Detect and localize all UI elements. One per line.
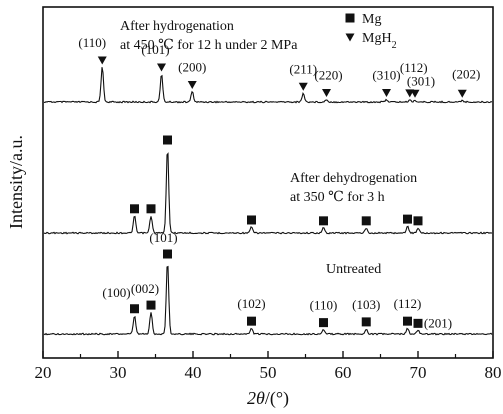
- mgh2-peak-marker: [382, 89, 391, 98]
- mg-peak-marker: [403, 316, 412, 326]
- mgh2-peak-marker: [457, 89, 467, 98]
- x-tick-label: 50: [260, 363, 277, 382]
- mg-peak-marker: [361, 317, 371, 327]
- mgh2-peak-marker: [322, 89, 331, 98]
- peak-label: (002): [131, 281, 159, 296]
- peak-label: (101): [141, 42, 169, 57]
- peak-label: (112): [400, 60, 428, 75]
- x-axis-label: 2θ/(°): [247, 388, 289, 409]
- mg-peak-marker: [319, 216, 328, 226]
- peak-label: (110): [310, 298, 338, 313]
- mg-peak-marker: [146, 300, 156, 310]
- peak-label: (100): [102, 285, 130, 300]
- trace-annotations: After hydrogenation at 450 ℃ for 12 h und…: [120, 19, 417, 277]
- mg-peak-marker: [163, 135, 172, 145]
- legend: Mg MgH2: [345, 12, 397, 51]
- peak-markers: [97, 56, 467, 328]
- peak-label: (103): [352, 297, 380, 312]
- xrd-trace: [43, 67, 493, 104]
- x-tick-label: 30: [110, 363, 127, 382]
- trace-annotation: After hydrogenation: [120, 19, 234, 34]
- x-tick-label: 80: [485, 363, 502, 382]
- peak-labels: (110) (101)(200) (211)(220) (310)(112)(301)…: [78, 35, 480, 330]
- peak-label: (200): [178, 60, 206, 75]
- mg-peak-marker: [361, 216, 371, 226]
- peak-label: (202): [452, 66, 480, 81]
- mg-peak-marker: [247, 316, 256, 326]
- legend-label-subscript: 2: [392, 40, 397, 51]
- x-axis-ticks: 20 30 40 50 60 70 80: [35, 351, 502, 382]
- peak-label: (220): [314, 68, 342, 83]
- peak-label: (310): [372, 68, 400, 83]
- legend-square-marker: [345, 13, 355, 23]
- legend-label: MgH2: [362, 31, 397, 51]
- mg-peak-marker: [130, 204, 139, 214]
- mg-peak-marker: [319, 318, 328, 328]
- x-tick-label: 70: [410, 363, 427, 382]
- x-axis-symbol: 2θ: [247, 388, 265, 408]
- mgh2-peak-marker: [187, 81, 197, 89]
- peak-label: (301): [407, 73, 435, 88]
- mg-peak-marker: [413, 318, 423, 328]
- mg-peak-marker: [413, 216, 423, 226]
- peak-label: (211): [289, 61, 317, 76]
- x-tick-label: 60: [335, 363, 352, 382]
- legend-label: Mg: [362, 12, 381, 27]
- trace-annotation: After dehydrogenation: [290, 171, 417, 186]
- legend-triangle-marker: [345, 33, 355, 42]
- mgh2-peak-marker: [97, 56, 107, 65]
- trace-annotation: at 350 ℃ for 3 h: [290, 190, 385, 205]
- x-tick-label: 40: [185, 363, 202, 382]
- mg-peak-marker: [146, 204, 156, 214]
- y-axis-label: Intensity/a.u.: [6, 135, 26, 229]
- xrd-trace: [43, 152, 493, 235]
- x-tick-label: 20: [35, 363, 52, 382]
- mg-peak-marker: [130, 304, 139, 314]
- peak-label: (101): [149, 230, 177, 245]
- xrd-traces: [43, 67, 493, 336]
- mgh2-peak-marker: [410, 89, 420, 98]
- peak-label: (112): [394, 296, 422, 311]
- xrd-trace: [43, 265, 493, 336]
- trace-annotation: at 450 ℃ for 12 h under 2 MPa: [120, 38, 298, 53]
- mgh2-peak-marker: [157, 63, 166, 72]
- peak-label: (102): [237, 296, 265, 311]
- mgh2-peak-marker: [298, 82, 308, 91]
- mg-peak-marker: [247, 215, 256, 225]
- x-axis-unit: /(°): [265, 388, 289, 409]
- mg-peak-marker: [163, 249, 172, 259]
- peak-label: (110): [78, 35, 106, 50]
- trace-annotation: Untreated: [326, 262, 381, 277]
- peak-label: (201): [424, 315, 452, 330]
- mg-peak-marker: [403, 214, 412, 224]
